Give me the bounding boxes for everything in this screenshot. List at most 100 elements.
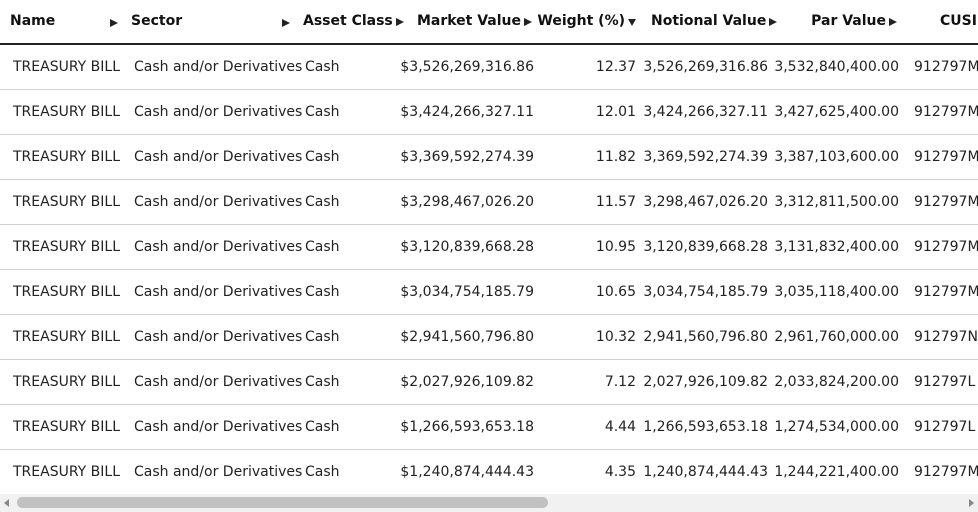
weight-cell: 12.01 bbox=[595, 104, 636, 120]
market-value-cell: $1,240,874,444.43 bbox=[400, 464, 534, 480]
scroll-right[interactable] bbox=[967, 499, 975, 507]
market-value-cell: $3,424,266,327.11 bbox=[400, 104, 534, 120]
header-cell[interactable]: Asset Class bbox=[303, 0, 405, 43]
name-cell: TREASURY BILL bbox=[13, 464, 121, 480]
header-text: Market Value bbox=[416, 13, 521, 29]
header-cell[interactable]: Market Value bbox=[417, 0, 533, 43]
name-cell: TREASURY BILL bbox=[13, 59, 121, 75]
weight-cell: 11.82 bbox=[595, 149, 636, 165]
asset-class-cell: Cash bbox=[305, 149, 340, 165]
cusip-cell: 912797M bbox=[914, 149, 978, 165]
weight-cell: 4.44 bbox=[604, 419, 636, 435]
cusip-cell: 912797M bbox=[914, 104, 978, 120]
weight-cell: 10.32 bbox=[595, 329, 636, 345]
name-cell: TREASURY BILL bbox=[13, 419, 121, 435]
sector-cell: Cash and/or Derivatives bbox=[134, 284, 303, 300]
sort-arrow bbox=[628, 18, 636, 26]
name-cell: TREASURY BILL bbox=[13, 239, 121, 255]
par-value-cell: 1,244,221,400.00 bbox=[774, 464, 899, 480]
table-row: TREASURY BILL Cash and/or Derivatives Cash… bbox=[0, 180, 978, 225]
table-row: TREASURY BILL Cash and/or Derivatives Cash… bbox=[0, 225, 978, 270]
par-value-cell: 3,427,625,400.00 bbox=[774, 104, 899, 120]
notional-value-cell: 3,034,754,185.79 bbox=[643, 284, 768, 300]
header-cell[interactable]: Sector bbox=[131, 0, 182, 43]
header-text: Weight (%) bbox=[537, 13, 625, 29]
asset-class-cell: Cash bbox=[305, 419, 340, 435]
table-row: TREASURY BILL Cash and/or Derivatives Cash… bbox=[0, 315, 978, 360]
asset-class-cell: Cash bbox=[305, 59, 340, 75]
weight-cell: 11.57 bbox=[595, 194, 636, 210]
name-cell: TREASURY BILL bbox=[13, 284, 121, 300]
notional-value-cell: 1,266,593,653.18 bbox=[643, 419, 768, 435]
market-value-cell: $1,266,593,653.18 bbox=[400, 419, 534, 435]
header-cell[interactable]: Par Value bbox=[811, 0, 898, 43]
table-row: TREASURY BILL Cash and/or Derivatives Cash… bbox=[0, 360, 978, 405]
notional-value-cell: 3,424,266,327.11 bbox=[643, 104, 768, 120]
header-cell[interactable]: Weight (%) bbox=[537, 0, 637, 43]
asset-class-cell: Cash bbox=[305, 239, 340, 255]
scroll-thumb[interactable] bbox=[17, 497, 548, 508]
notional-value-cell: 1,240,874,444.43 bbox=[643, 464, 768, 480]
cusip-cell: 912797L bbox=[914, 419, 976, 435]
par-value-cell: 3,312,811,500.00 bbox=[774, 194, 899, 210]
horizontal-scrollbar[interactable] bbox=[0, 494, 978, 512]
sector-cell: Cash and/or Derivatives bbox=[134, 419, 303, 435]
table-row: TREASURY BILL Cash and/or Derivatives Cash… bbox=[0, 270, 978, 315]
header-text: CUSI bbox=[940, 13, 977, 29]
notional-value-cell: 3,120,839,668.28 bbox=[643, 239, 768, 255]
name-cell: TREASURY BILL bbox=[13, 329, 121, 345]
weight-cell: 7.12 bbox=[604, 374, 636, 390]
sort-arrow[interactable] bbox=[281, 18, 291, 28]
header-text: Name bbox=[10, 13, 56, 29]
market-value-cell: $2,027,926,109.82 bbox=[400, 374, 534, 390]
cusip-cell: 912797M bbox=[914, 194, 978, 210]
table-row: TREASURY BILL Cash and/or Derivatives Cash… bbox=[0, 450, 978, 495]
par-value-cell: 3,035,118,400.00 bbox=[774, 284, 899, 300]
weight-cell: 4.35 bbox=[604, 464, 636, 480]
table-row: TREASURY BILL Cash and/or Derivatives Cash… bbox=[0, 90, 978, 135]
par-value-cell: 2,961,760,000.00 bbox=[774, 329, 899, 345]
table-header: Name Sector Asset Class Market Value Wei… bbox=[0, 0, 978, 45]
cusip-cell: 912797M bbox=[914, 464, 978, 480]
sort-arrow bbox=[889, 17, 897, 26]
cusip-cell: 912797M bbox=[914, 284, 978, 300]
header-text: Asset Class bbox=[303, 13, 393, 29]
sector-cell: Cash and/or Derivatives bbox=[134, 104, 303, 120]
name-cell: TREASURY BILL bbox=[13, 374, 121, 390]
cusip-cell: 912797M bbox=[914, 59, 978, 75]
header-cell[interactable]: Name bbox=[10, 0, 55, 43]
name-cell: TREASURY BILL bbox=[13, 194, 121, 210]
weight-cell: 10.65 bbox=[595, 284, 636, 300]
market-value-cell: $2,941,560,796.80 bbox=[400, 329, 534, 345]
par-value-cell: 3,387,103,600.00 bbox=[774, 149, 899, 165]
weight-cell: 12.37 bbox=[595, 59, 636, 75]
sort-arrow bbox=[524, 17, 532, 26]
par-value-cell: 1,274,534,000.00 bbox=[774, 419, 899, 435]
cusip-cell: 912797M bbox=[914, 239, 978, 255]
asset-class-cell: Cash bbox=[305, 194, 340, 210]
notional-value-cell: 2,941,560,796.80 bbox=[643, 329, 768, 345]
sort-arrow[interactable] bbox=[109, 18, 119, 28]
market-value-cell: $3,120,839,668.28 bbox=[400, 239, 534, 255]
par-value-cell: 3,131,832,400.00 bbox=[774, 239, 899, 255]
header-text: Par Value bbox=[811, 13, 886, 29]
notional-value-cell: 2,027,926,109.82 bbox=[643, 374, 768, 390]
asset-class-cell: Cash bbox=[305, 284, 340, 300]
cusip-cell: 912797L bbox=[914, 374, 976, 390]
market-value-cell: $3,369,592,274.39 bbox=[400, 149, 534, 165]
asset-class-cell: Cash bbox=[305, 104, 340, 120]
notional-value-cell: 3,298,467,026.20 bbox=[643, 194, 768, 210]
header-text: Notional Value bbox=[651, 13, 767, 29]
scroll-left[interactable] bbox=[3, 499, 11, 507]
sector-cell: Cash and/or Derivatives bbox=[134, 239, 303, 255]
sector-cell: Cash and/or Derivatives bbox=[134, 464, 303, 480]
sector-cell: Cash and/or Derivatives bbox=[134, 59, 303, 75]
sort-arrow bbox=[769, 17, 778, 26]
name-cell: TREASURY BILL bbox=[13, 104, 121, 120]
header-cell[interactable]: Notional Value bbox=[651, 0, 778, 43]
asset-class-cell: Cash bbox=[305, 374, 340, 390]
market-value-cell: $3,526,269,316.86 bbox=[400, 59, 534, 75]
asset-class-cell: Cash bbox=[305, 464, 340, 480]
sector-cell: Cash and/or Derivatives bbox=[134, 374, 303, 390]
header-cell[interactable]: CUSI bbox=[940, 0, 977, 43]
